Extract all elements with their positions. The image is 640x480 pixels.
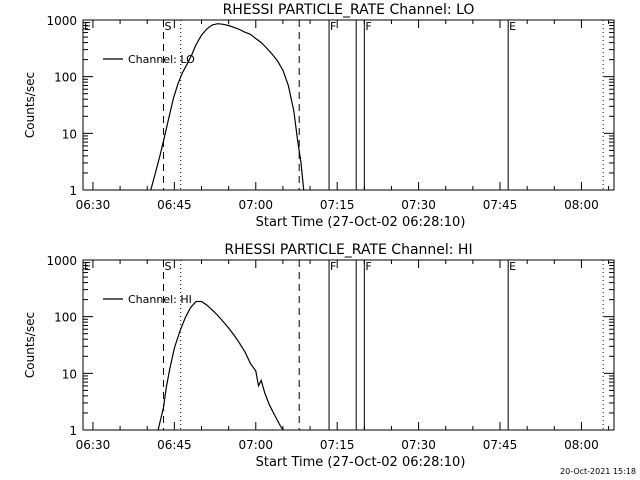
x-tick-label: 06:45	[157, 438, 192, 452]
x-tick-label: 07:00	[238, 198, 273, 212]
x-tick-label: 07:15	[320, 198, 355, 212]
marker-letter: F	[365, 20, 371, 33]
marker-letter: E	[84, 20, 91, 33]
y-tick-label: 10	[62, 367, 77, 381]
footer-timestamp: 20-Oct-2021 15:18	[560, 467, 636, 476]
series-line	[150, 23, 305, 191]
y-tick-label: 1	[69, 424, 77, 438]
marker-letter: E	[509, 260, 516, 273]
panel-hi: RHESSI PARTICLE_RATE Channel: HI Start Ti…	[23, 242, 615, 470]
x-axis-label: Start Time (27-Oct-02 06:28:10)	[256, 215, 466, 230]
plot-frame	[82, 259, 615, 431]
x-tick-label: 08:00	[564, 438, 599, 452]
x-tick-label: 07:45	[483, 198, 518, 212]
marker-letter: S	[165, 20, 172, 33]
legend-label: Channel: LO	[128, 53, 195, 66]
y-tick-label: 1000	[46, 14, 77, 28]
marker-letter: S	[165, 260, 172, 273]
x-tick-label: 08:00	[564, 198, 599, 212]
marker-letter: F	[330, 20, 336, 33]
legend-label: Channel: HI	[128, 293, 192, 306]
marker-letter: F	[330, 260, 336, 273]
y-tick-label: 100	[54, 71, 77, 85]
x-tick-label: 06:45	[157, 198, 192, 212]
y-axis-label: Counts/sec	[23, 312, 37, 378]
marker-letter: F	[365, 260, 371, 273]
x-tick-label: 06:30	[76, 198, 111, 212]
panel-lo: RHESSI PARTICLE_RATE Channel: LO Start Ti…	[23, 2, 615, 230]
x-tick-label: 06:30	[76, 438, 111, 452]
y-tick-label: 100	[54, 311, 77, 325]
x-tick-label: 07:30	[401, 438, 436, 452]
x-tick-label: 07:00	[238, 438, 273, 452]
series-line	[157, 300, 284, 431]
chart-title: RHESSI PARTICLE_RATE Channel: LO	[223, 2, 475, 18]
y-tick-label: 10	[62, 127, 77, 141]
x-tick-label: 07:45	[483, 438, 518, 452]
x-tick-label: 07:15	[320, 438, 355, 452]
marker-letter: E	[84, 260, 91, 273]
y-axis-label: Counts/sec	[23, 72, 37, 138]
x-axis-label: Start Time (27-Oct-02 06:28:10)	[256, 455, 466, 470]
y-tick-label: 1	[69, 184, 77, 198]
chart-title: RHESSI PARTICLE_RATE Channel: HI	[224, 242, 472, 258]
marker-letter: E	[509, 20, 516, 33]
plot-frame	[82, 19, 615, 191]
x-tick-label: 07:30	[401, 198, 436, 212]
y-tick-label: 1000	[46, 254, 77, 268]
